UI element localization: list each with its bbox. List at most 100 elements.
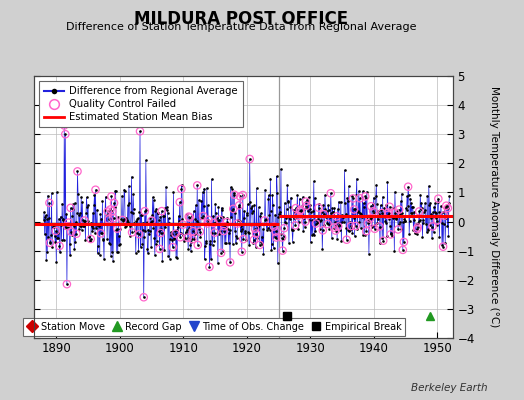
Point [179,222,187,228]
Point [366,215,374,222]
Point [394,226,402,233]
Point [117,216,126,222]
Point [444,232,453,239]
Point [411,230,419,236]
Point [264,225,272,231]
Point [118,193,126,199]
Point [250,202,259,208]
Point [311,228,320,234]
Point [105,216,113,223]
Point [416,192,424,198]
Point [139,294,148,300]
Point [181,230,190,236]
Point [328,205,336,211]
Point [295,219,303,226]
Point [348,192,356,199]
Point [252,230,260,237]
Point [399,218,408,225]
Point [267,246,276,253]
Point [264,196,272,202]
Point [171,230,180,237]
Point [407,210,415,216]
Point [239,236,247,242]
Point [383,233,391,240]
Point [168,237,176,244]
Point [204,202,212,208]
Point [211,229,219,236]
Point [438,219,446,226]
Point [178,182,186,188]
Point [200,203,208,209]
Point [421,220,430,227]
Point [52,259,60,266]
Point [384,209,392,216]
Point [323,221,332,227]
Point [258,234,266,240]
Point [49,224,58,230]
Point [108,208,117,214]
Point [71,200,79,206]
Point [113,226,122,232]
Point [372,182,380,188]
Point [110,215,118,222]
Point [244,228,252,235]
Point [72,230,81,237]
Point [162,207,171,214]
Point [73,168,82,174]
Point [288,239,297,245]
Point [367,203,375,210]
Point [392,214,401,221]
Point [433,199,442,205]
Point [145,228,154,234]
Point [157,230,165,236]
Point [122,215,130,222]
Point [342,211,350,217]
Point [177,186,185,192]
Point [41,212,50,219]
Point [283,198,292,205]
Point [442,215,450,221]
Point [167,232,176,238]
Point [409,204,417,210]
Point [336,198,345,205]
Point [217,250,225,256]
Point [199,213,208,219]
Point [265,212,274,218]
Point [103,212,111,218]
Point [430,204,438,210]
Point [187,239,195,246]
Point [376,240,384,247]
Point [205,264,214,270]
Point [196,215,205,222]
Point [176,199,184,205]
Point [371,222,379,228]
Point [58,200,67,207]
Point [301,224,309,230]
Point [301,218,310,225]
Point [316,217,325,224]
Point [377,210,386,216]
Point [213,215,221,221]
Point [45,215,53,222]
Point [248,209,256,216]
Point [281,219,289,226]
Point [286,216,294,223]
Point [296,208,304,214]
Point [134,248,143,254]
Point [77,222,85,229]
Point [403,203,412,209]
Point [362,228,370,234]
Point [275,204,283,210]
Point [404,184,412,190]
Point [146,219,155,226]
Point [190,231,199,237]
Point [198,215,206,222]
Point [228,241,237,247]
Point [353,226,362,232]
Point [63,281,71,287]
Point [294,213,302,219]
Point [165,215,173,221]
Point [121,224,129,231]
Point [190,236,198,242]
Point [384,212,392,218]
